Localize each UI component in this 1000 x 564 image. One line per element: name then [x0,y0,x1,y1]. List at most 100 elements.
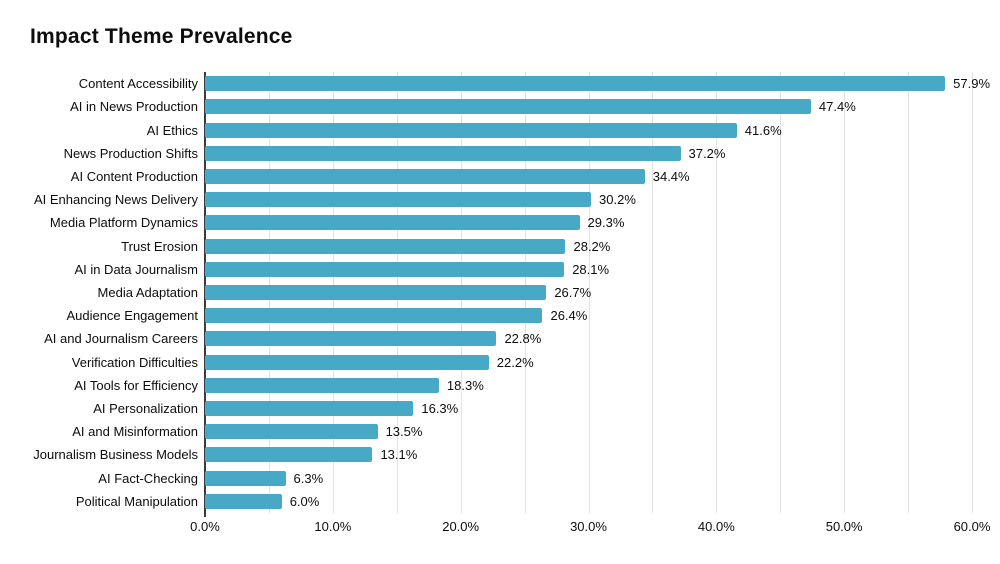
gridline-50 [844,72,846,513]
bar-row: Audience Engagement 26.4% [0,304,1000,327]
category-label: AI Personalization [93,400,198,416]
x-tick-label: 0.0% [190,519,220,534]
bar [205,447,373,463]
bar-track: 26.4% [205,308,972,324]
bar-track: 29.3% [205,215,972,231]
bar [205,331,497,347]
bar [205,76,946,92]
category-label: AI in Data Journalism [74,261,198,277]
bar-track: 28.2% [205,238,972,254]
bar-row: Media Adaptation 26.7% [0,281,1000,304]
bar-row: AI and Misinformation 13.5% [0,420,1000,443]
value-label: 22.2% [496,354,534,370]
x-tick-label: 20.0% [442,519,480,534]
bar [205,168,645,184]
category-label: AI and Misinformation [72,424,198,440]
category-label: Journalism Business Models [33,447,198,463]
bar-row: AI in Data Journalism 28.1% [0,258,1000,281]
category-label: Media Adaptation [97,284,198,300]
bar [205,261,565,277]
bar [205,493,282,509]
bar [205,308,543,324]
gridline-45 [780,72,782,513]
value-label: 13.1% [380,447,418,463]
bar-rows: Content Accessibility 57.9% AI in News Pro… [0,72,1000,513]
gridline-35 [652,72,654,513]
value-label: 30.2% [599,192,636,208]
bar-row: AI Ethics 41.6% [0,118,1000,141]
bar [205,400,414,416]
gridline-60 [972,72,973,513]
value-label: 18.3% [446,377,484,393]
bar-track: 28.1% [205,261,972,277]
category-label: Trust Erosion [121,238,198,254]
bar-track: 22.8% [205,331,972,347]
bar-row: AI and Journalism Careers 22.8% [0,327,1000,350]
category-label: AI Ethics [146,122,198,138]
chart-title: Impact Theme Prevalence [30,25,293,48]
category-label: Media Platform Dynamics [49,215,198,231]
bar-row: Political Manipulation 6.0% [0,490,1000,513]
bar-track: 47.4% [205,99,972,115]
value-label: 22.8% [504,331,542,347]
bar-track: 41.6% [205,122,972,138]
gridline-30 [588,72,590,513]
bar-row: AI Tools for Efficiency 18.3% [0,374,1000,397]
category-label: AI in News Production [70,99,198,115]
category-label: AI Enhancing News Delivery [33,192,198,208]
bar-track: 30.2% [205,192,972,208]
bar-track: 13.5% [205,424,972,440]
bar-track: 26.7% [205,284,972,300]
bar [205,238,566,254]
value-label: 13.5% [385,424,423,440]
value-label: 28.2% [573,238,611,254]
category-label: AI Fact-Checking [98,470,198,486]
bar-row: AI Content Production 34.4% [0,165,1000,188]
bar-track: 6.0% [205,493,972,509]
category-label: Content Accessibility [78,76,198,92]
bar-track: 37.2% [205,145,972,161]
value-label: 29.3% [587,215,625,231]
category-label: Political Manipulation [75,493,198,509]
category-label: Verification Difficulties [71,354,198,370]
bar-row: Content Accessibility 57.9% [0,72,1000,95]
bar [205,215,580,231]
bar-row: Verification Difficulties 22.2% [0,350,1000,373]
bar-row: AI Personalization 16.3% [0,397,1000,420]
bar-track: 13.1% [205,447,972,463]
bar [205,377,439,393]
x-tick-label: 50.0% [825,519,863,534]
bar-row: AI Enhancing News Delivery 30.2% [0,188,1000,211]
value-label: 6.0% [289,493,320,509]
category-label: AI Tools for Efficiency [74,377,198,393]
category-label: AI Content Production [70,168,198,184]
value-label: 28.1% [572,261,610,277]
x-axis: 0.0% 10.0% 20.0% 30.0% 40.0% 50.0% 60.0% [190,519,990,539]
value-label: 26.7% [554,284,592,300]
category-label: Audience Engagement [66,308,198,324]
value-label: 16.3% [421,400,459,416]
x-tick-label: 30.0% [570,519,607,534]
bar-track: 22.2% [205,354,972,370]
bar-row: Journalism Business Models 13.1% [0,443,1000,466]
value-label: 6.3% [293,470,324,486]
category-label: News Production Shifts [63,145,198,161]
bar-track: 57.9% [205,76,990,92]
bar [205,99,811,115]
gridline-40 [716,72,718,513]
x-tick-label: 10.0% [314,519,352,534]
x-tick-label: 60.0% [953,519,991,534]
bar-row: Media Platform Dynamics 29.3% [0,211,1000,234]
value-label: 34.4% [652,168,690,184]
bar-track: 6.3% [205,470,972,486]
bar-row: AI Fact-Checking 6.3% [0,466,1000,489]
bar [205,470,286,486]
bar-track: 34.4% [205,168,972,184]
gridline-55 [908,72,910,513]
bar [205,145,681,161]
x-tick-label: 40.0% [697,519,735,534]
value-label: 37.2% [688,145,726,161]
bar [205,354,489,370]
value-label: 47.4% [818,99,856,115]
